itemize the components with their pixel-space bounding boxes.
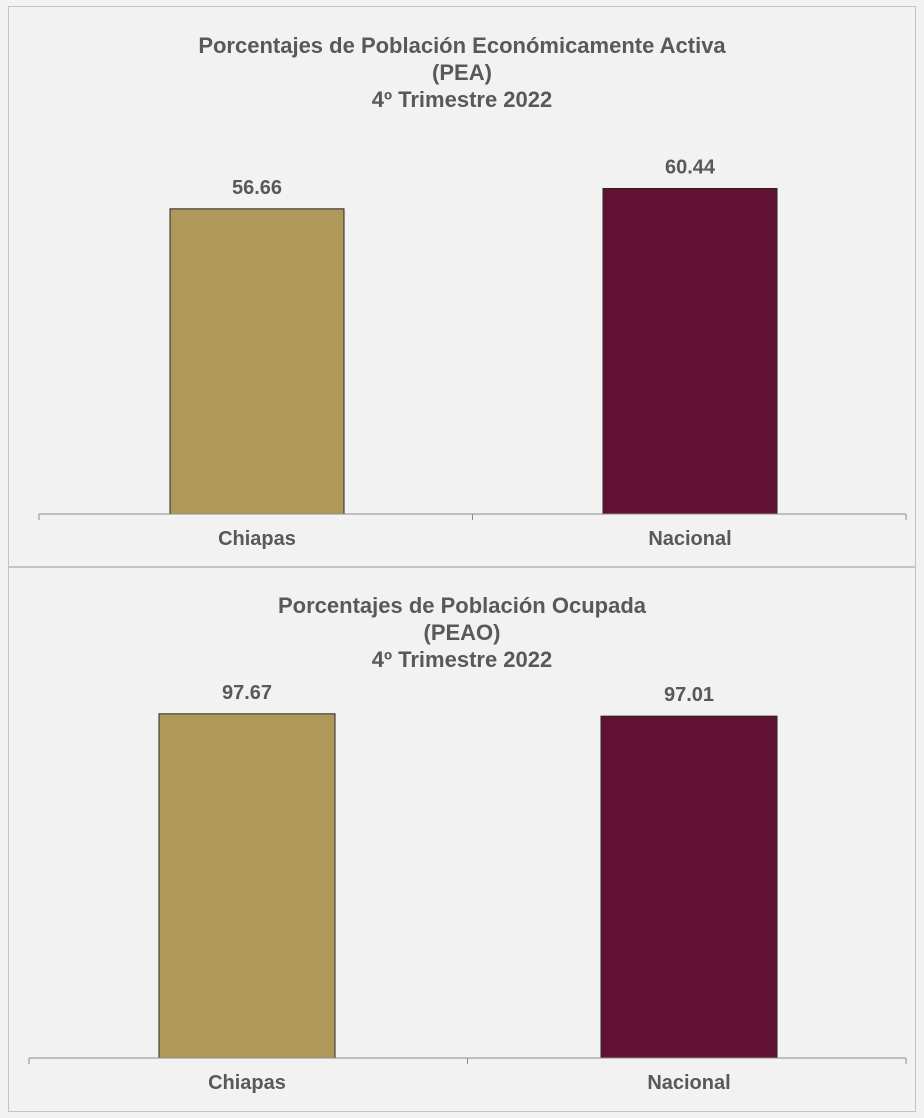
data-label: 56.66 (232, 177, 282, 199)
pea-chart-panel: Porcentajes de Población Económicamente … (8, 6, 916, 567)
category-label: Chiapas (208, 1072, 286, 1094)
chart-title: Porcentajes de Población Económicamente … (9, 32, 915, 113)
category-label: Nacional (648, 528, 731, 550)
chart-title-line: Porcentajes de Población Ocupada (278, 593, 646, 618)
chart-title-line: 4º Trimestre 2022 (371, 87, 553, 112)
chart-title-line: (PEAO) (423, 620, 501, 645)
chart-title-line: Porcentajes de Población Económicamente … (198, 33, 726, 58)
bar-chiapas (158, 713, 336, 1059)
data-label: 60.44 (665, 156, 716, 178)
chart-title-line: 4º Trimestre 2022 (371, 647, 553, 672)
category-label: Chiapas (218, 528, 296, 550)
category-label: Nacional (647, 1072, 730, 1094)
bar-chiapas (169, 208, 345, 515)
chart-title: Porcentajes de Población Ocupada (PEAO) … (9, 592, 915, 673)
peao-chart-panel: Porcentajes de Población Ocupada (PEAO) … (8, 567, 916, 1112)
chart-title-line: (PEA) (432, 60, 492, 85)
peao-bar-chart: 97.67 97.01 Chiapas Nacional (28, 682, 907, 1094)
data-label: 97.67 (222, 682, 272, 704)
bar-nacional (600, 715, 778, 1059)
bar-nacional (602, 187, 778, 515)
data-label: 97.01 (664, 684, 714, 706)
pea-bar-chart: 56.66 60.44 Chiapas Nacional (38, 156, 907, 550)
